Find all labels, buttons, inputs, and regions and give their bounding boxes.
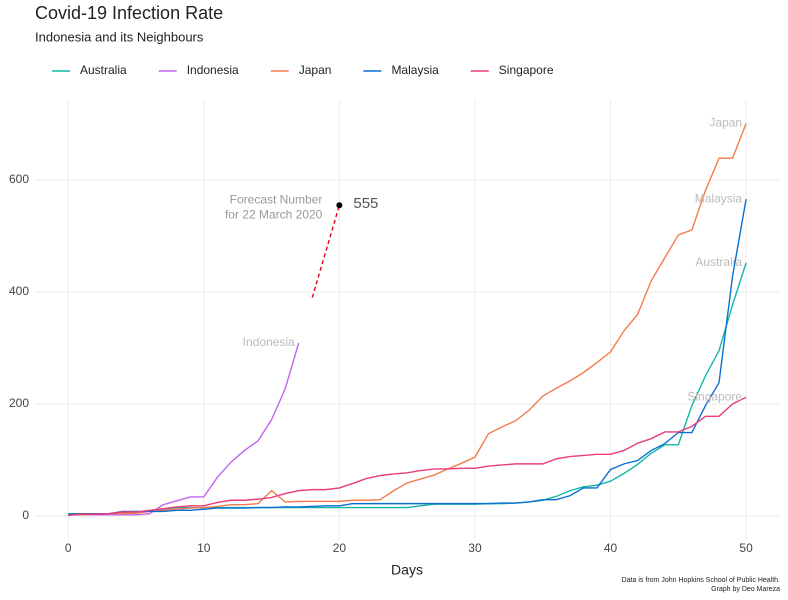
forecast-value: 555	[353, 195, 378, 212]
legend-label: Australia	[80, 63, 127, 77]
x-tick-label: 50	[739, 541, 753, 555]
y-tick-label: 400	[9, 284, 29, 298]
chart-title: Covid-19 Infection Rate	[35, 3, 223, 23]
y-tick-label: 600	[9, 172, 29, 186]
forecast-point	[336, 202, 343, 209]
forecast-note: Forecast Number	[230, 192, 323, 206]
x-tick-label: 30	[468, 541, 482, 555]
forecast-note: for 22 March 2020	[225, 207, 323, 221]
x-tick-label: 40	[604, 541, 618, 555]
legend-label: Indonesia	[187, 63, 239, 77]
x-axis-label: Days	[391, 562, 423, 578]
legend-label: Malaysia	[391, 63, 439, 77]
series-end-label: Singapore	[687, 389, 742, 403]
forecast-line	[311, 205, 341, 298]
legend-label: Singapore	[499, 63, 554, 77]
caption: Data is from John Hopkins School of Publ…	[622, 577, 780, 584]
x-tick-label: 10	[197, 541, 211, 555]
series-end-label: Australia	[695, 255, 742, 269]
series-line	[68, 396, 747, 517]
y-tick-label: 200	[9, 396, 29, 410]
series-end-label: Indonesia	[243, 335, 295, 349]
series-line	[68, 123, 747, 516]
legend-label: Japan	[299, 63, 332, 77]
x-tick-label: 0	[65, 541, 72, 555]
series-line	[68, 262, 747, 515]
x-tick-label: 20	[333, 541, 347, 555]
series-line	[68, 198, 747, 515]
series-end-label: Malaysia	[695, 191, 743, 205]
chart-subtitle: Indonesia and its Neighbours	[35, 29, 204, 44]
series-end-label: Japan	[709, 116, 742, 130]
series-line	[68, 342, 300, 516]
y-tick-label: 0	[22, 508, 29, 522]
caption: Graph by Deo Mareza	[711, 586, 780, 593]
